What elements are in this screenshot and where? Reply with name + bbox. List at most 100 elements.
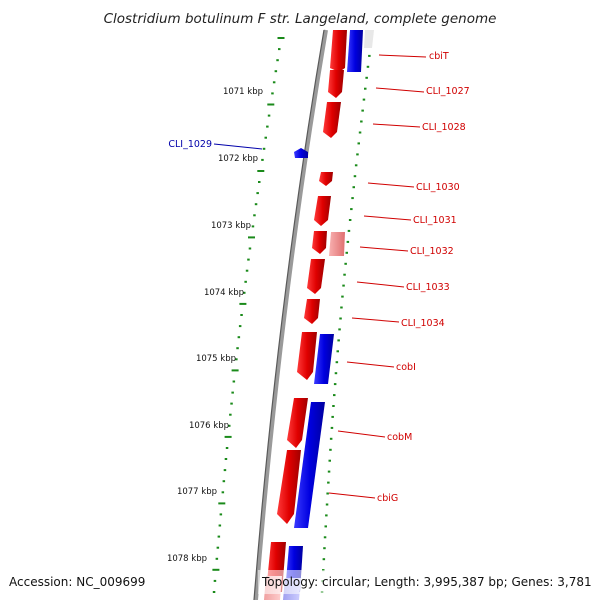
kbp-tick-minor xyxy=(229,413,232,416)
outer-tick-minor xyxy=(331,415,334,418)
map-title: Clostridium botulinum F str. Langeland, … xyxy=(104,11,497,27)
gene-arrow-CLI_1034[interactable] xyxy=(304,299,320,324)
gene-arrow-CLI_1031[interactable] xyxy=(314,196,331,226)
gene-block-cobI-partner[interactable] xyxy=(314,334,334,384)
kbp-label-1074: 1074 kbp xyxy=(204,288,244,298)
outer-tick-minor xyxy=(337,339,340,342)
kbp-tick-minor xyxy=(222,480,226,483)
gene-arrow-cobM[interactable] xyxy=(287,398,308,448)
kbp-tick-minor xyxy=(253,214,256,217)
gene-label-cobM[interactable]: cobM xyxy=(387,432,412,443)
outer-tick-minor xyxy=(361,109,364,112)
gene-labels: cbiT CLI_1027 CLI_1028 CLI_1029 CLI_1030… xyxy=(168,51,469,504)
kbp-tick-minor xyxy=(219,513,223,516)
kbp-tick-minor xyxy=(262,147,266,150)
outer-tick-minor xyxy=(360,120,363,123)
gene-label-CLI_1031[interactable]: CLI_1031 xyxy=(413,215,457,226)
gene-arrow-CLI_1027[interactable] xyxy=(328,70,344,98)
outer-tick-minor xyxy=(352,186,355,189)
kbp-tick-minor xyxy=(231,391,234,394)
outer-tick-minor xyxy=(323,547,326,550)
kbp-tick-minor xyxy=(274,70,278,73)
callout-CLI_1028 xyxy=(372,123,421,128)
kbp-tick-minor xyxy=(232,380,236,383)
outer-tick-minor xyxy=(327,470,331,473)
outer-tick-minor xyxy=(325,514,328,517)
outer-tick-minor xyxy=(346,240,350,243)
kbp-tick-minor xyxy=(240,314,243,316)
gene-label-CLI_1029[interactable]: CLI_1029 xyxy=(168,139,212,150)
gene-callouts xyxy=(213,54,427,499)
kbp-tick-major xyxy=(267,103,275,106)
outer-tick-minor xyxy=(357,142,360,145)
callout-cobI xyxy=(346,361,395,368)
kbp-tick-minor xyxy=(217,535,221,538)
outer-tick-minor xyxy=(362,98,366,101)
kbp-label-1077: 1077 kbp xyxy=(177,487,217,497)
kbp-label-1072: 1072 kbp xyxy=(218,154,258,164)
gene-label-CLI_1032[interactable]: CLI_1032 xyxy=(410,246,454,257)
callout-CLI_1030 xyxy=(367,182,415,188)
outer-tick-minor xyxy=(368,54,371,57)
gene-label-CLI_1027[interactable]: CLI_1027 xyxy=(426,86,470,97)
kbp-tick-minor xyxy=(267,114,271,117)
outer-tick-minor xyxy=(366,65,370,68)
outer-tick-minor xyxy=(341,295,344,298)
gene-arrow-cobI[interactable] xyxy=(297,332,317,380)
outer-tick-minor xyxy=(336,350,339,353)
outer-tick-minor xyxy=(323,536,327,539)
kbp-tick-minor xyxy=(266,125,269,128)
gene-label-CLI_1028[interactable]: CLI_1028 xyxy=(422,122,466,133)
kbp-tick-minor xyxy=(254,203,258,206)
gene-label-CLI_1030[interactable]: CLI_1030 xyxy=(416,182,460,193)
kbp-tick-minor xyxy=(248,247,252,250)
gene-block-CLI_1032-partner[interactable] xyxy=(329,232,345,256)
gene-arrow-CLI_1028[interactable] xyxy=(323,102,341,138)
outer-tick-minor xyxy=(343,273,346,276)
gene-block-cobM-cbiG-partner[interactable] xyxy=(294,402,325,528)
kbp-tick-major xyxy=(277,37,285,39)
kbp-tick-minor xyxy=(216,546,220,549)
gene-label-CLI_1034[interactable]: CLI_1034 xyxy=(401,318,445,329)
kbp-tick-minor xyxy=(276,59,279,62)
gene-label-cbiG[interactable]: cbiG xyxy=(377,493,398,504)
kbp-tick-minor xyxy=(238,325,242,328)
kbp-tick-minor xyxy=(230,402,233,405)
gene-arrow-cbiT[interactable] xyxy=(330,30,347,72)
genome-backbone xyxy=(254,29,328,600)
outer-tick-minor xyxy=(340,306,343,309)
kbp-label-1075: 1075 kbp xyxy=(196,354,236,364)
kbp-tick-minor xyxy=(236,347,239,350)
outer-tick-minor xyxy=(338,328,341,331)
kbp-tick-major xyxy=(224,435,232,438)
gene-arrow-CLI_1033[interactable] xyxy=(307,259,325,294)
kbp-tick-major xyxy=(231,369,239,372)
outer-tick-minor xyxy=(347,229,351,232)
kbp-tick-minor xyxy=(261,158,264,161)
outer-tick-minor xyxy=(326,492,329,495)
outer-tick-minor xyxy=(335,361,339,364)
gene-arrow-cbiG[interactable] xyxy=(277,450,301,524)
gene-label-CLI_1033[interactable]: CLI_1033 xyxy=(406,282,450,293)
gene-arrow-CLI_1032[interactable] xyxy=(312,231,327,254)
outer-tick-minor xyxy=(334,372,338,375)
gene-label-cbiT[interactable]: cbiT xyxy=(429,51,449,62)
callout-cbiT xyxy=(378,54,427,58)
outer-tick-minor xyxy=(339,317,342,320)
kbp-tick-minor xyxy=(243,291,246,294)
outer-tick-minor xyxy=(329,437,333,440)
gene-arrow-CLI_1030[interactable] xyxy=(319,172,333,186)
outer-tick-minor xyxy=(353,175,357,178)
outer-tick-minor xyxy=(344,262,347,265)
kbp-labels: 1071 kbp 1072 kbp 1073 kbp 1074 kbp 1075… xyxy=(167,87,263,564)
kbp-label-1076: 1076 kbp xyxy=(189,421,229,431)
gene-block-cbiT-partner[interactable] xyxy=(347,30,363,72)
outer-tick-minor xyxy=(354,164,358,167)
outer-tick-minor xyxy=(342,284,345,287)
outer-tick-minor xyxy=(365,76,368,79)
kbp-tick-major xyxy=(218,502,226,505)
gene-label-cobI[interactable]: cobI xyxy=(396,362,416,373)
outer-tick-minor xyxy=(358,131,362,134)
gene-arrow-CLI_1029[interactable] xyxy=(294,148,308,158)
kbp-tick-minor xyxy=(228,424,231,427)
